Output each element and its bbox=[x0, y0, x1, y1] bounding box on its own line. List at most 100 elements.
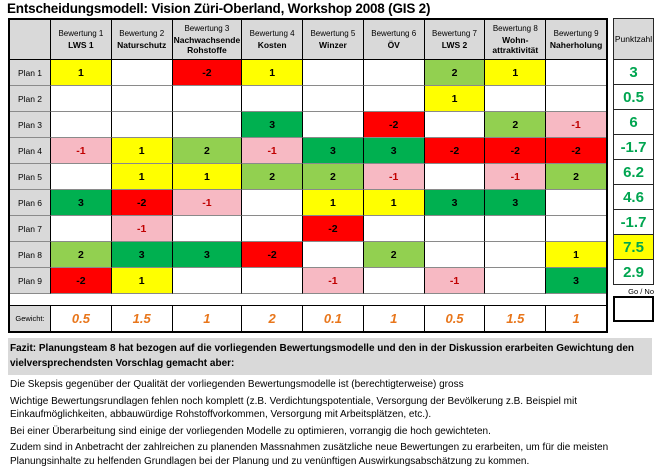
weight-cell[interactable]: 0.5 bbox=[423, 305, 485, 331]
go-nogo-input-box[interactable] bbox=[613, 296, 654, 322]
grid-cell[interactable]: 2 bbox=[241, 164, 303, 190]
grid-cell[interactable]: 1 bbox=[423, 86, 485, 112]
grid-cell[interactable] bbox=[545, 216, 606, 242]
grid-cell[interactable]: 2 bbox=[362, 242, 424, 268]
grid-cell[interactable]: 2 bbox=[302, 164, 363, 190]
grid-cell[interactable]: -1 bbox=[423, 268, 485, 294]
grid-cell[interactable] bbox=[50, 164, 111, 190]
grid-cell[interactable] bbox=[484, 216, 546, 242]
grid-cell[interactable]: 1 bbox=[241, 60, 303, 86]
grid-cell[interactable]: -1 bbox=[302, 268, 363, 294]
grid-cell[interactable]: 1 bbox=[50, 60, 111, 86]
grid-cell[interactable]: 2 bbox=[484, 112, 546, 138]
grid-cell[interactable] bbox=[484, 268, 546, 294]
grid-cell[interactable] bbox=[241, 190, 303, 216]
grid-cell[interactable] bbox=[241, 86, 303, 112]
grid-cell[interactable]: -2 bbox=[545, 138, 606, 164]
grid-cell[interactable]: 1 bbox=[545, 242, 606, 268]
grid-cell[interactable] bbox=[362, 268, 424, 294]
weight-cell[interactable]: 0.1 bbox=[302, 305, 363, 331]
grid-cell[interactable] bbox=[171, 112, 242, 138]
grid-cell[interactable]: -2 bbox=[484, 138, 546, 164]
grid-cell[interactable]: 2 bbox=[423, 60, 485, 86]
weight-cell[interactable]: 2 bbox=[241, 305, 303, 331]
grid-cell[interactable]: 1 bbox=[362, 190, 424, 216]
grid-cell[interactable]: -1 bbox=[50, 138, 111, 164]
grid-cell[interactable]: 1 bbox=[110, 268, 172, 294]
grid-cell[interactable] bbox=[302, 60, 363, 86]
grid-cell[interactable]: 3 bbox=[362, 138, 424, 164]
grid-cell[interactable]: -1 bbox=[241, 138, 303, 164]
score-cell: -1.7 bbox=[613, 134, 654, 160]
grid-cell[interactable]: -2 bbox=[241, 242, 303, 268]
grid-cell[interactable]: 1 bbox=[110, 138, 172, 164]
grid-cell[interactable]: 3 bbox=[423, 190, 485, 216]
grid-cell[interactable] bbox=[545, 60, 606, 86]
column-header-number: Bewertung 4 bbox=[249, 28, 295, 38]
grid-cell[interactable]: -2 bbox=[171, 60, 242, 86]
note-line: Die Skepsis gegenüber der Qualität der v… bbox=[10, 379, 464, 390]
grid-cell[interactable]: 2 bbox=[545, 164, 606, 190]
weight-cell[interactable]: 1 bbox=[545, 305, 606, 331]
grid-cell[interactable] bbox=[110, 60, 172, 86]
grid-cell[interactable]: 1 bbox=[110, 164, 172, 190]
page-title: Entscheidungsmodell: Vision Züri-Oberlan… bbox=[7, 1, 431, 16]
grid-cell[interactable]: 3 bbox=[241, 112, 303, 138]
grid-cell[interactable]: 3 bbox=[484, 190, 546, 216]
column-header: Bewertung 9 Naherholung bbox=[545, 20, 606, 60]
grid-cell[interactable]: 2 bbox=[50, 242, 111, 268]
grid-cell[interactable] bbox=[50, 86, 111, 112]
grid-cell[interactable]: -1 bbox=[484, 164, 546, 190]
grid-cell[interactable] bbox=[110, 86, 172, 112]
grid-cell[interactable] bbox=[241, 216, 303, 242]
weight-cell[interactable]: 1 bbox=[171, 305, 242, 331]
grid-cell[interactable] bbox=[171, 268, 242, 294]
grid-cell[interactable] bbox=[545, 190, 606, 216]
grid-cell[interactable]: 3 bbox=[110, 242, 172, 268]
grid-cell[interactable] bbox=[50, 112, 111, 138]
score-column-header: Punktzahl bbox=[613, 18, 654, 60]
note-line: Zudem sind in Anbetracht der zahlreichen… bbox=[10, 442, 609, 467]
score-cells: 3 0.5 6 -1.7 6.2 4.6 -1.7 7.5 2.9 bbox=[613, 59, 654, 285]
grid-cell[interactable] bbox=[302, 112, 363, 138]
grid-cell[interactable] bbox=[423, 164, 485, 190]
grid-cell[interactable] bbox=[423, 216, 485, 242]
grid-cell[interactable]: -2 bbox=[302, 216, 363, 242]
grid-cell[interactable] bbox=[423, 112, 485, 138]
grid-cell[interactable] bbox=[484, 86, 546, 112]
grid-cell[interactable] bbox=[423, 242, 485, 268]
grid-cell[interactable]: 3 bbox=[545, 268, 606, 294]
grid-cell[interactable] bbox=[545, 86, 606, 112]
weight-cell[interactable]: 1 bbox=[362, 305, 424, 331]
grid-cell[interactable] bbox=[241, 268, 303, 294]
grid-cell[interactable]: 1 bbox=[302, 190, 363, 216]
grid-cell[interactable]: 2 bbox=[171, 138, 242, 164]
grid-cell[interactable] bbox=[171, 216, 242, 242]
grid-cell[interactable]: 1 bbox=[484, 60, 546, 86]
grid-cell[interactable]: 3 bbox=[50, 190, 111, 216]
grid-cell[interactable] bbox=[50, 216, 111, 242]
grid-cell[interactable]: -2 bbox=[50, 268, 111, 294]
grid-cell[interactable] bbox=[362, 60, 424, 86]
grid-cell[interactable] bbox=[110, 112, 172, 138]
grid-cell[interactable] bbox=[171, 86, 242, 112]
grid-cell[interactable] bbox=[362, 86, 424, 112]
grid-cell[interactable]: -2 bbox=[362, 112, 424, 138]
grid-cell[interactable] bbox=[302, 86, 363, 112]
grid-cell[interactable]: -2 bbox=[110, 190, 172, 216]
grid-cell[interactable]: -2 bbox=[423, 138, 485, 164]
grid-cell[interactable]: -1 bbox=[110, 216, 172, 242]
grid-cell[interactable]: -1 bbox=[171, 190, 242, 216]
grid-cell[interactable] bbox=[362, 216, 424, 242]
weight-cell[interactable]: 0.5 bbox=[50, 305, 111, 331]
weight-cell[interactable]: 1.5 bbox=[110, 305, 172, 331]
fazit-text: Fazit: Planungsteam 8 hat bezogen auf di… bbox=[8, 338, 652, 375]
weight-cell[interactable]: 1.5 bbox=[484, 305, 546, 331]
grid-cell[interactable] bbox=[302, 242, 363, 268]
grid-cell[interactable]: -1 bbox=[362, 164, 424, 190]
grid-cell[interactable]: -1 bbox=[545, 112, 606, 138]
grid-cell[interactable] bbox=[484, 242, 546, 268]
grid-cell[interactable]: 3 bbox=[302, 138, 363, 164]
grid-cell[interactable]: 3 bbox=[171, 242, 242, 268]
grid-cell[interactable]: 1 bbox=[171, 164, 242, 190]
